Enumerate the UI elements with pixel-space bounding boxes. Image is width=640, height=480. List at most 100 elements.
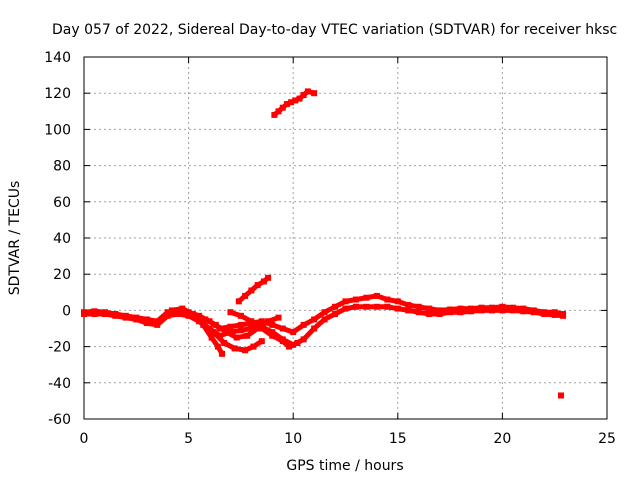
data-point: [352, 296, 359, 303]
data-point: [286, 343, 293, 350]
x-axis-label: GPS time / hours: [286, 458, 403, 474]
y-tick-label: 120: [44, 86, 71, 102]
data-point: [269, 329, 276, 336]
data-point: [143, 320, 150, 327]
data-point: [292, 97, 299, 104]
data-point: [164, 312, 171, 319]
data-point: [436, 311, 443, 318]
data-point: [405, 301, 412, 308]
data-point: [279, 325, 286, 332]
data-point: [258, 318, 265, 325]
data-point: [258, 338, 265, 345]
data-point: [296, 95, 303, 102]
data-point: [352, 303, 359, 310]
data-point: [311, 90, 318, 97]
data-point: [332, 311, 339, 318]
data-point: [288, 99, 295, 106]
data-point: [168, 307, 175, 314]
data-point: [457, 309, 464, 316]
data-point: [237, 312, 244, 319]
data-point: [242, 292, 249, 299]
data-point: [248, 318, 255, 325]
data-point: [269, 332, 276, 339]
data-point: [530, 309, 537, 316]
data-point: [265, 274, 272, 281]
data-point: [478, 307, 485, 314]
chart-title: Day 057 of 2022, Sidereal Day-to-day VTE…: [52, 22, 617, 38]
data-point: [384, 303, 391, 310]
data-point: [447, 309, 454, 316]
data-point: [363, 303, 370, 310]
data-point: [342, 298, 349, 305]
x-tick-label: 10: [284, 431, 302, 447]
data-point: [426, 305, 433, 312]
x-tick-label: 5: [184, 431, 193, 447]
data-point: [342, 305, 349, 312]
y-tick-label: 80: [53, 159, 71, 175]
data-point: [91, 311, 98, 318]
data-point: [248, 325, 255, 332]
data-point: [250, 343, 257, 350]
data-point: [283, 101, 290, 108]
data-point: [551, 311, 558, 318]
data-point: [290, 329, 297, 336]
data-point: [189, 311, 196, 318]
y-tick-label: 60: [53, 195, 71, 211]
data-point: [221, 339, 228, 346]
data-point: [415, 309, 422, 316]
data-point: [208, 334, 215, 341]
data-series: [81, 88, 567, 399]
data-point: [373, 303, 380, 310]
series-outlier: [557, 392, 564, 399]
data-point: [294, 339, 301, 346]
data-point: [499, 303, 506, 310]
data-point: [254, 325, 261, 332]
data-point: [321, 309, 328, 316]
data-point: [520, 308, 527, 315]
data-point: [179, 305, 186, 312]
grid: [84, 57, 607, 419]
data-point: [304, 88, 311, 95]
data-point: [244, 332, 251, 339]
y-tick-label: 140: [44, 50, 71, 66]
data-point: [311, 325, 318, 332]
data-point: [300, 321, 307, 328]
data-point: [214, 343, 221, 350]
data-point: [300, 92, 307, 99]
data-point: [223, 329, 230, 336]
data-point: [248, 287, 255, 294]
data-point: [509, 307, 516, 314]
data-point: [237, 327, 244, 334]
x-tick-label: 25: [598, 431, 616, 447]
data-point: [242, 347, 249, 354]
data-point: [394, 298, 401, 305]
data-point: [488, 307, 495, 314]
y-tick-label: 20: [53, 267, 71, 283]
data-point: [275, 108, 282, 115]
x-tick-label: 20: [493, 431, 511, 447]
series-arc-rise: [235, 274, 272, 305]
data-point: [164, 309, 171, 316]
data-point: [206, 325, 213, 332]
y-tick-label: -20: [48, 340, 71, 356]
data-point: [265, 318, 272, 325]
data-point: [560, 312, 567, 319]
data-point: [436, 307, 443, 314]
data-point: [143, 316, 150, 323]
data-point: [275, 314, 282, 321]
data-point: [154, 321, 161, 328]
data-point: [541, 311, 548, 318]
data-point: [231, 345, 238, 352]
data-point: [196, 312, 203, 319]
x-tick-label: 0: [80, 431, 89, 447]
data-point: [384, 296, 391, 303]
y-tick-label: -60: [48, 412, 71, 428]
data-point: [300, 336, 307, 343]
x-tick-label: 15: [389, 431, 407, 447]
data-point: [237, 321, 244, 328]
data-point: [468, 308, 475, 315]
data-point: [101, 311, 108, 318]
series-main-arc-upper: [81, 292, 567, 336]
data-point: [233, 334, 240, 341]
